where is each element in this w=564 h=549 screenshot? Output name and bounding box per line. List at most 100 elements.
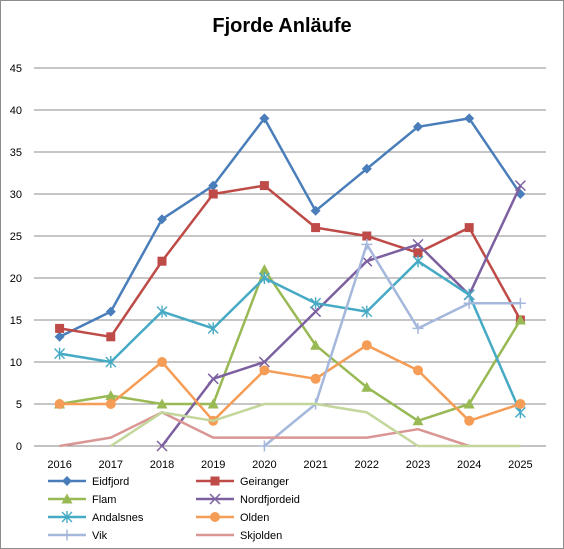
legend-marker (61, 493, 73, 504)
legend-item-andalsnes: Andalsnes (48, 511, 144, 524)
x-tick-label: 2017 (99, 459, 123, 471)
legend-label: Skjolden (240, 530, 282, 542)
legend-label: Eidfjord (92, 476, 129, 488)
legend-label: Geiranger (240, 476, 289, 488)
data-point (463, 297, 475, 309)
legend-item-olden: Olden (196, 512, 269, 524)
x-tick-label: 2022 (355, 459, 379, 471)
data-point (412, 322, 424, 334)
legend-item-vik: Vik (48, 529, 108, 542)
data-point (258, 264, 270, 275)
data-point (259, 365, 270, 376)
series-skjolden (59, 411, 470, 448)
data-point (105, 399, 116, 409)
gridlines (34, 67, 546, 447)
x-tick-label: 2023 (406, 459, 430, 471)
data-point (54, 331, 65, 342)
y-tick-label: 30 (10, 189, 22, 201)
data-point (310, 205, 321, 216)
data-point (412, 238, 424, 250)
data-point (412, 415, 424, 426)
x-tick-label: 2025 (508, 459, 532, 471)
legend-label: Flam (92, 494, 116, 506)
legend-marker (210, 512, 220, 522)
data-point (207, 373, 219, 385)
series-line (59, 117, 522, 338)
data-point (362, 231, 372, 241)
legend-marker (61, 511, 73, 523)
data-point (208, 180, 219, 191)
y-tick-label: 35 (10, 147, 22, 159)
data-point (207, 398, 219, 409)
data-point (258, 356, 270, 368)
series-line (161, 185, 522, 447)
data-point (55, 323, 65, 333)
data-point (156, 398, 168, 409)
legend: Eidfjord Geiranger Flam Nordfjordeid Andalsn… (48, 476, 300, 542)
series-line (59, 259, 522, 413)
data-point (311, 223, 321, 233)
data-point (105, 356, 117, 368)
chart-title: Fjorde Anläufe (212, 15, 351, 37)
data-point (310, 373, 321, 384)
legend-marker (209, 493, 221, 505)
legend-item-geiranger: Geiranger (196, 476, 289, 488)
series-group (54, 113, 526, 452)
series-andalsnes (54, 255, 526, 419)
data-point (156, 305, 168, 318)
data-point (514, 314, 526, 325)
y-tick-label: 5 (16, 399, 22, 411)
data-point (361, 163, 372, 174)
series-line (59, 268, 522, 423)
y-tick-label: 45 (10, 63, 22, 75)
y-tick-label: 10 (10, 357, 22, 369)
x-tick-label: 2024 (457, 459, 481, 471)
x-tick-label: 2018 (150, 459, 174, 471)
data-point (463, 398, 475, 409)
series-flam (54, 264, 526, 426)
data-point (54, 399, 65, 409)
y-tick-label: 0 (16, 441, 22, 453)
legend-item-flam: Flam (48, 493, 116, 506)
legend-item-nordfjordeid: Nordfjordeid (196, 493, 300, 506)
legend-item-eidfjord: Eidfjord (48, 476, 129, 488)
y-tick-label: 25 (10, 231, 22, 243)
data-point (208, 189, 218, 199)
data-point (515, 399, 526, 409)
data-point (413, 365, 423, 376)
data-point (310, 339, 322, 350)
data-point (157, 357, 167, 367)
data-point (259, 181, 269, 191)
data-point (106, 332, 116, 342)
data-point (514, 297, 526, 309)
series-eidfjord (54, 113, 526, 342)
legend-item-skjolden: Skjolden (196, 530, 282, 542)
y-tick-label: 15 (10, 315, 22, 327)
data-point (514, 180, 526, 192)
series-line (110, 402, 521, 448)
series-vik (258, 238, 526, 452)
legend-label: Vik (92, 530, 108, 542)
x-tick-label: 2020 (252, 459, 276, 471)
y-tick-label: 40 (10, 105, 22, 117)
data-point (464, 113, 475, 124)
data-point (54, 347, 66, 360)
legend-marker (62, 476, 72, 486)
legend-label: Olden (240, 512, 269, 524)
series-line (59, 343, 521, 423)
data-point (258, 440, 270, 452)
data-point (310, 297, 322, 310)
data-point (310, 306, 322, 318)
data-point (258, 272, 270, 284)
data-point (156, 440, 168, 452)
legend-marker (210, 476, 220, 486)
data-point (259, 113, 270, 124)
legend-label: Nordfjordeid (240, 494, 300, 506)
data-point (464, 223, 474, 233)
legend-marker (61, 529, 73, 541)
x-axis-ticks: 2016 2017 2018 2019 2020 2021 2022 2023 2024 2025 (47, 459, 532, 471)
legend-label: Andalsnes (92, 512, 144, 524)
y-axis-ticks: 0 5 10 15 20 25 30 35 40 45 (10, 63, 22, 453)
